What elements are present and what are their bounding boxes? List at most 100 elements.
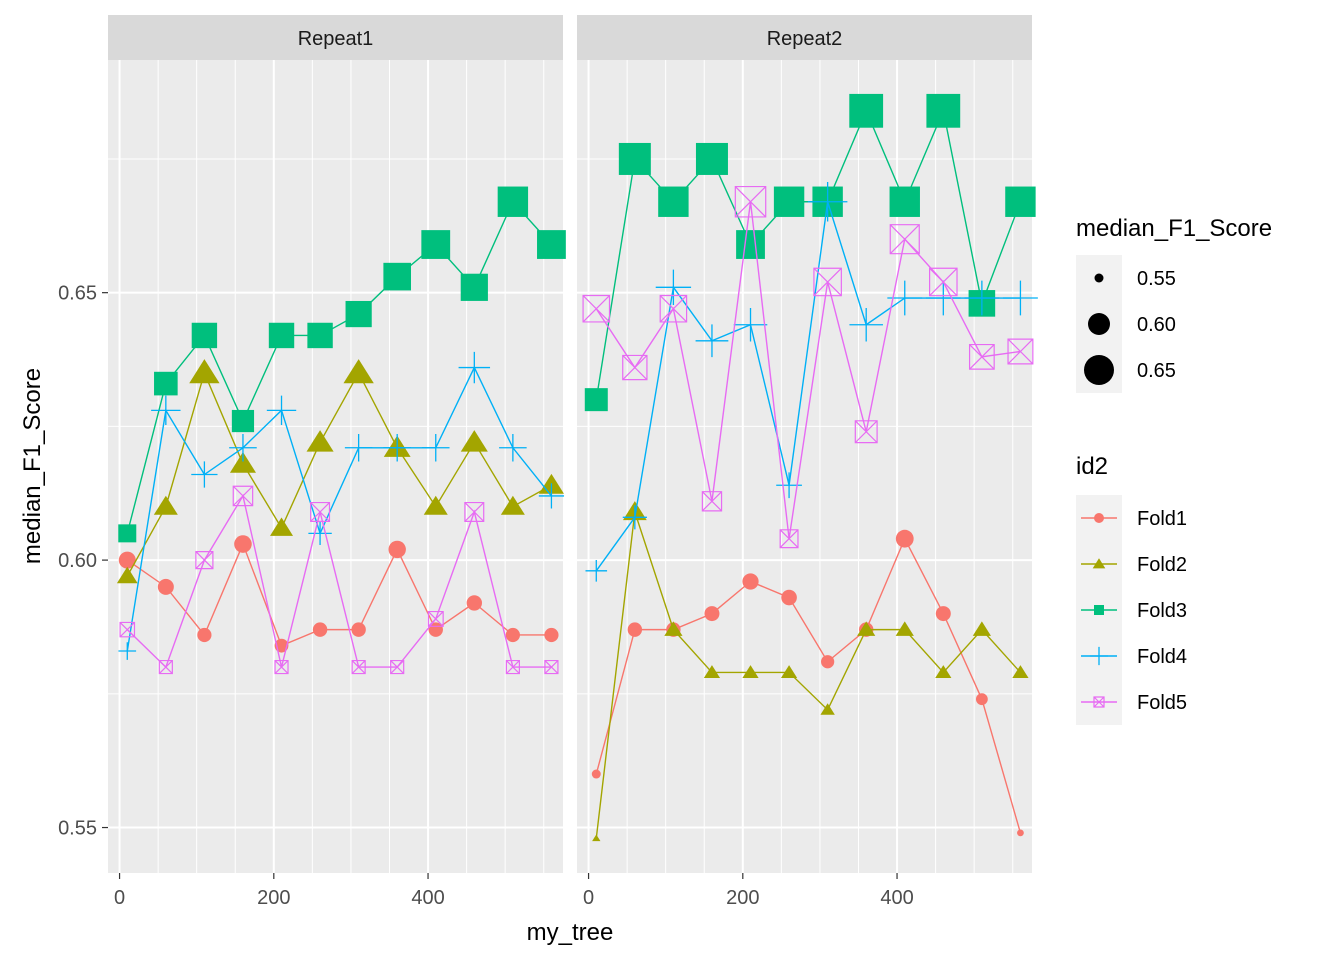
x-tick-label: 400	[411, 887, 444, 909]
data-point	[695, 142, 728, 175]
panel-background	[108, 60, 563, 873]
data-point	[383, 434, 411, 462]
data-point	[195, 551, 214, 570]
series-line	[126, 542, 552, 647]
color-legend-label: Fold1	[1137, 508, 1187, 530]
data-point	[118, 551, 136, 569]
panel-strip-label-repeat2: Repeat2	[767, 28, 843, 50]
data-point	[464, 501, 485, 522]
data-point	[733, 307, 768, 342]
data-point	[1007, 338, 1034, 365]
size-legend-label: 0.55	[1137, 268, 1176, 290]
data-point	[505, 627, 520, 643]
color-legend-label: Fold2	[1137, 554, 1187, 576]
series-line	[126, 494, 552, 669]
series-fold5-repeat2	[582, 185, 1034, 549]
series-fold3-repeat2	[584, 93, 1036, 412]
data-point	[591, 769, 601, 779]
color-legend-label: Fold3	[1137, 600, 1187, 622]
data-point	[701, 491, 723, 512]
data-point	[703, 665, 721, 678]
data-point	[421, 434, 450, 462]
data-point	[154, 371, 178, 396]
data-point	[345, 300, 372, 328]
data-point	[191, 322, 218, 349]
data-point	[781, 589, 797, 606]
data-point	[854, 420, 878, 444]
data-point	[351, 622, 366, 637]
data-point	[310, 501, 331, 522]
data-point	[857, 621, 876, 636]
series-fold1-repeat2	[591, 529, 1024, 837]
data-point	[658, 186, 689, 217]
panel-strip-repeat1: Repeat1	[108, 15, 563, 60]
data-point	[268, 322, 295, 349]
data-point	[807, 181, 848, 222]
data-point	[734, 185, 767, 218]
data-point	[622, 505, 647, 530]
data-point	[736, 230, 765, 259]
data-point	[742, 573, 759, 590]
data-point	[270, 517, 294, 536]
data-point	[1005, 186, 1036, 217]
x-tick-label: 0	[114, 887, 125, 909]
data-point	[500, 495, 525, 515]
color-legend-title: id2	[1076, 453, 1108, 480]
data-point	[935, 665, 952, 678]
data-point	[307, 322, 333, 349]
data-point	[895, 529, 914, 548]
data-point	[232, 485, 254, 507]
y-tick-label: 0.65	[58, 283, 97, 305]
data-point	[627, 622, 643, 637]
data-point	[266, 395, 297, 426]
data-point	[544, 627, 559, 643]
x-tick-label: 0	[583, 887, 594, 909]
data-point	[779, 529, 799, 549]
data-point	[189, 359, 220, 384]
data-point	[773, 186, 805, 217]
color-legend: id2 Fold1 Fold2 Fold3 Fold4 Fold5	[1076, 453, 1187, 725]
data-point	[427, 610, 444, 627]
color-legend-symbol	[1092, 558, 1106, 569]
data-point	[151, 395, 181, 426]
size-legend-title: median_F1_Score	[1076, 215, 1272, 242]
data-point	[664, 621, 683, 636]
data-point	[622, 354, 648, 381]
data-point	[497, 186, 529, 217]
color-legend-symbol	[1089, 646, 1109, 666]
data-point	[659, 294, 688, 323]
data-point	[158, 659, 173, 675]
series-fold5-repeat1	[119, 485, 559, 675]
data-point	[655, 269, 692, 305]
data-point	[197, 627, 212, 643]
x-axis-title: my_tree	[527, 919, 614, 946]
data-point	[975, 693, 988, 706]
data-point	[421, 230, 451, 259]
data-point	[849, 93, 884, 128]
size-legend-symbol	[1094, 273, 1104, 283]
x-tick-label: 200	[726, 887, 759, 909]
x-tick-label: 400	[880, 887, 913, 909]
data-point	[157, 578, 174, 595]
data-point	[306, 430, 334, 452]
data-point	[153, 495, 178, 515]
data-point	[234, 535, 252, 553]
data-point	[191, 461, 218, 488]
data-point	[119, 621, 136, 638]
data-point	[972, 621, 991, 636]
panel-repeat1	[108, 60, 566, 873]
data-point	[343, 359, 374, 384]
data-point	[780, 665, 798, 678]
data-point	[308, 521, 332, 546]
data-point	[460, 430, 488, 452]
color-legend-label: Fold4	[1137, 646, 1187, 668]
data-point	[964, 280, 1000, 316]
data-point	[544, 659, 559, 675]
series-fold1-repeat1	[118, 535, 559, 653]
data-point	[118, 524, 137, 543]
y-axis-title: median_F1_Score	[19, 368, 46, 564]
color-legend-symbol	[1094, 605, 1104, 615]
data-point	[592, 834, 601, 842]
size-legend: median_F1_Score 0.55 0.60 0.65	[1076, 215, 1272, 393]
panel-repeat2	[577, 60, 1038, 873]
